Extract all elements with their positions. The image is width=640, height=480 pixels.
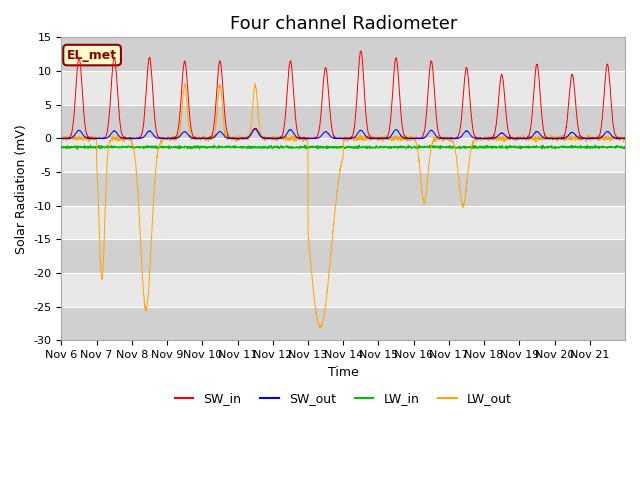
Bar (61, 307, 625, 340)
Bar (61, 138, 625, 172)
Bar (61, 206, 625, 240)
Bar (61, 37, 625, 71)
Bar (61, 172, 625, 206)
Y-axis label: Solar Radiation (mV): Solar Radiation (mV) (15, 124, 28, 254)
Bar (61, 105, 625, 138)
Text: EL_met: EL_met (67, 48, 117, 61)
Bar (61, 273, 625, 307)
X-axis label: Time: Time (328, 366, 358, 379)
Bar (61, 71, 625, 105)
Bar (61, 240, 625, 273)
Title: Four channel Radiometer: Four channel Radiometer (230, 15, 457, 33)
Legend: SW_in, SW_out, LW_in, LW_out: SW_in, SW_out, LW_in, LW_out (170, 387, 516, 410)
